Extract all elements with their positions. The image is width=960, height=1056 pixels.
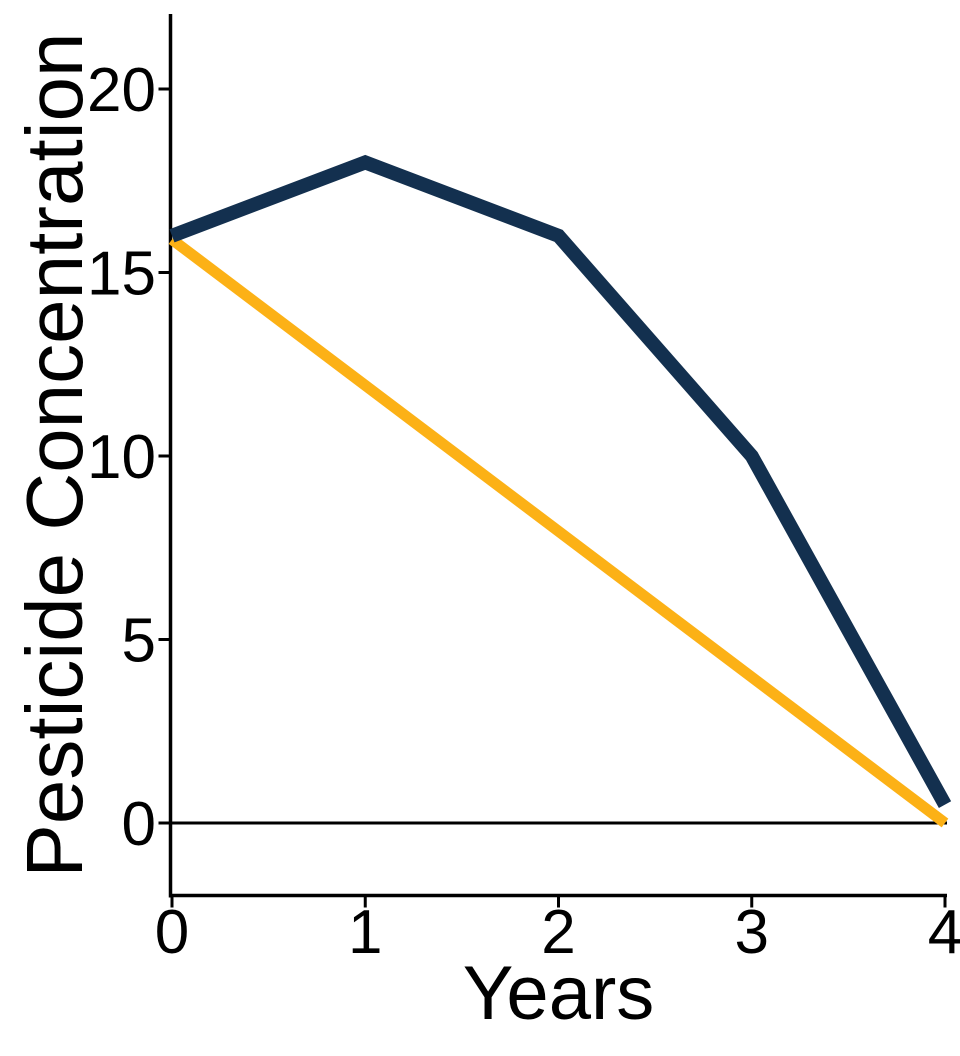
y-tick-label: 0 [122, 790, 156, 859]
y-axis-title: Pesticide Concentration [10, 32, 99, 878]
y-tick-label: 15 [87, 240, 156, 309]
x-axis-title: Years [462, 951, 655, 1036]
y-tick-label: 20 [87, 56, 156, 125]
y-tick-label: 10 [87, 423, 156, 492]
x-tick-label: 2 [541, 898, 575, 967]
x-tick-label: 4 [928, 898, 960, 967]
x-tick-label: 0 [155, 898, 189, 967]
linear-decline-line [168, 235, 949, 828]
x-tick-label: 1 [348, 898, 382, 967]
y-tick-label: 5 [122, 607, 156, 676]
x-tick-label: 3 [735, 898, 769, 967]
observed-concentration-line [169, 154, 952, 809]
